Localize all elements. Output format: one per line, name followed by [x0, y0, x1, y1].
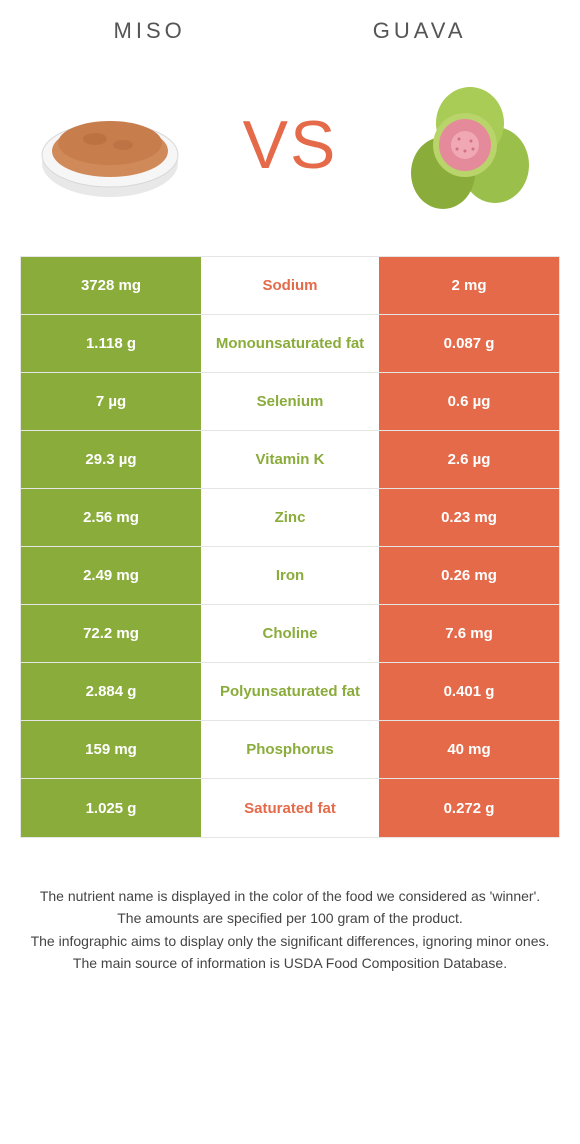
infographic-container: Miso Guava VS: [0, 0, 580, 995]
nutrient-label-cell: Vitamin K: [201, 431, 379, 488]
nutrient-label-cell: Polyunsaturated fat: [201, 663, 379, 720]
right-value-cell: 0.087 g: [379, 315, 559, 372]
right-value-cell: 0.272 g: [379, 779, 559, 837]
left-value-cell: 159 mg: [21, 721, 201, 778]
nutrient-label-cell: Monounsaturated fat: [201, 315, 379, 372]
right-value-cell: 0.6 µg: [379, 373, 559, 430]
nutrient-label-cell: Iron: [201, 547, 379, 604]
guava-icon: [395, 75, 545, 215]
right-food-title: Guava: [373, 18, 467, 44]
table-row: 7 µgSelenium0.6 µg: [21, 373, 559, 431]
footnote-line: The nutrient name is displayed in the co…: [26, 886, 554, 906]
nutrient-label-cell: Phosphorus: [201, 721, 379, 778]
nutrient-label-cell: Zinc: [201, 489, 379, 546]
left-value-cell: 2.56 mg: [21, 489, 201, 546]
images-row: VS: [0, 52, 580, 256]
left-value-cell: 1.118 g: [21, 315, 201, 372]
right-value-cell: 2 mg: [379, 257, 559, 314]
left-value-cell: 2.884 g: [21, 663, 201, 720]
table-row: 1.118 gMonounsaturated fat0.087 g: [21, 315, 559, 373]
right-value-cell: 0.23 mg: [379, 489, 559, 546]
table-row: 72.2 mgCholine7.6 mg: [21, 605, 559, 663]
right-food-image: [390, 70, 550, 220]
table-row: 1.025 gSaturated fat0.272 g: [21, 779, 559, 837]
right-value-cell: 7.6 mg: [379, 605, 559, 662]
left-value-cell: 7 µg: [21, 373, 201, 430]
right-value-cell: 40 mg: [379, 721, 559, 778]
header-row: Miso Guava: [0, 0, 580, 52]
table-row: 3728 mgSodium2 mg: [21, 257, 559, 315]
left-value-cell: 3728 mg: [21, 257, 201, 314]
nutrient-table: 3728 mgSodium2 mg1.118 gMonounsaturated …: [20, 256, 560, 838]
table-row: 159 mgPhosphorus40 mg: [21, 721, 559, 779]
left-food-title: Miso: [114, 18, 186, 44]
left-food-image: [30, 70, 190, 220]
nutrient-label-cell: Choline: [201, 605, 379, 662]
table-row: 2.49 mgIron0.26 mg: [21, 547, 559, 605]
right-value-cell: 2.6 µg: [379, 431, 559, 488]
miso-bowl-icon: [35, 85, 185, 205]
nutrient-label-cell: Sodium: [201, 257, 379, 314]
left-value-cell: 2.49 mg: [21, 547, 201, 604]
left-value-cell: 1.025 g: [21, 779, 201, 837]
table-row: 2.56 mgZinc0.23 mg: [21, 489, 559, 547]
table-row: 29.3 µgVitamin K2.6 µg: [21, 431, 559, 489]
left-value-cell: 72.2 mg: [21, 605, 201, 662]
left-value-cell: 29.3 µg: [21, 431, 201, 488]
right-value-cell: 0.401 g: [379, 663, 559, 720]
table-row: 2.884 gPolyunsaturated fat0.401 g: [21, 663, 559, 721]
footnote-line: The infographic aims to display only the…: [26, 931, 554, 951]
vs-label: VS: [243, 106, 338, 184]
nutrient-label-cell: Saturated fat: [201, 779, 379, 837]
nutrient-label-cell: Selenium: [201, 373, 379, 430]
footnote-line: The main source of information is USDA F…: [26, 953, 554, 973]
right-value-cell: 0.26 mg: [379, 547, 559, 604]
footnotes: The nutrient name is displayed in the co…: [0, 838, 580, 995]
footnote-line: The amounts are specified per 100 gram o…: [26, 908, 554, 928]
